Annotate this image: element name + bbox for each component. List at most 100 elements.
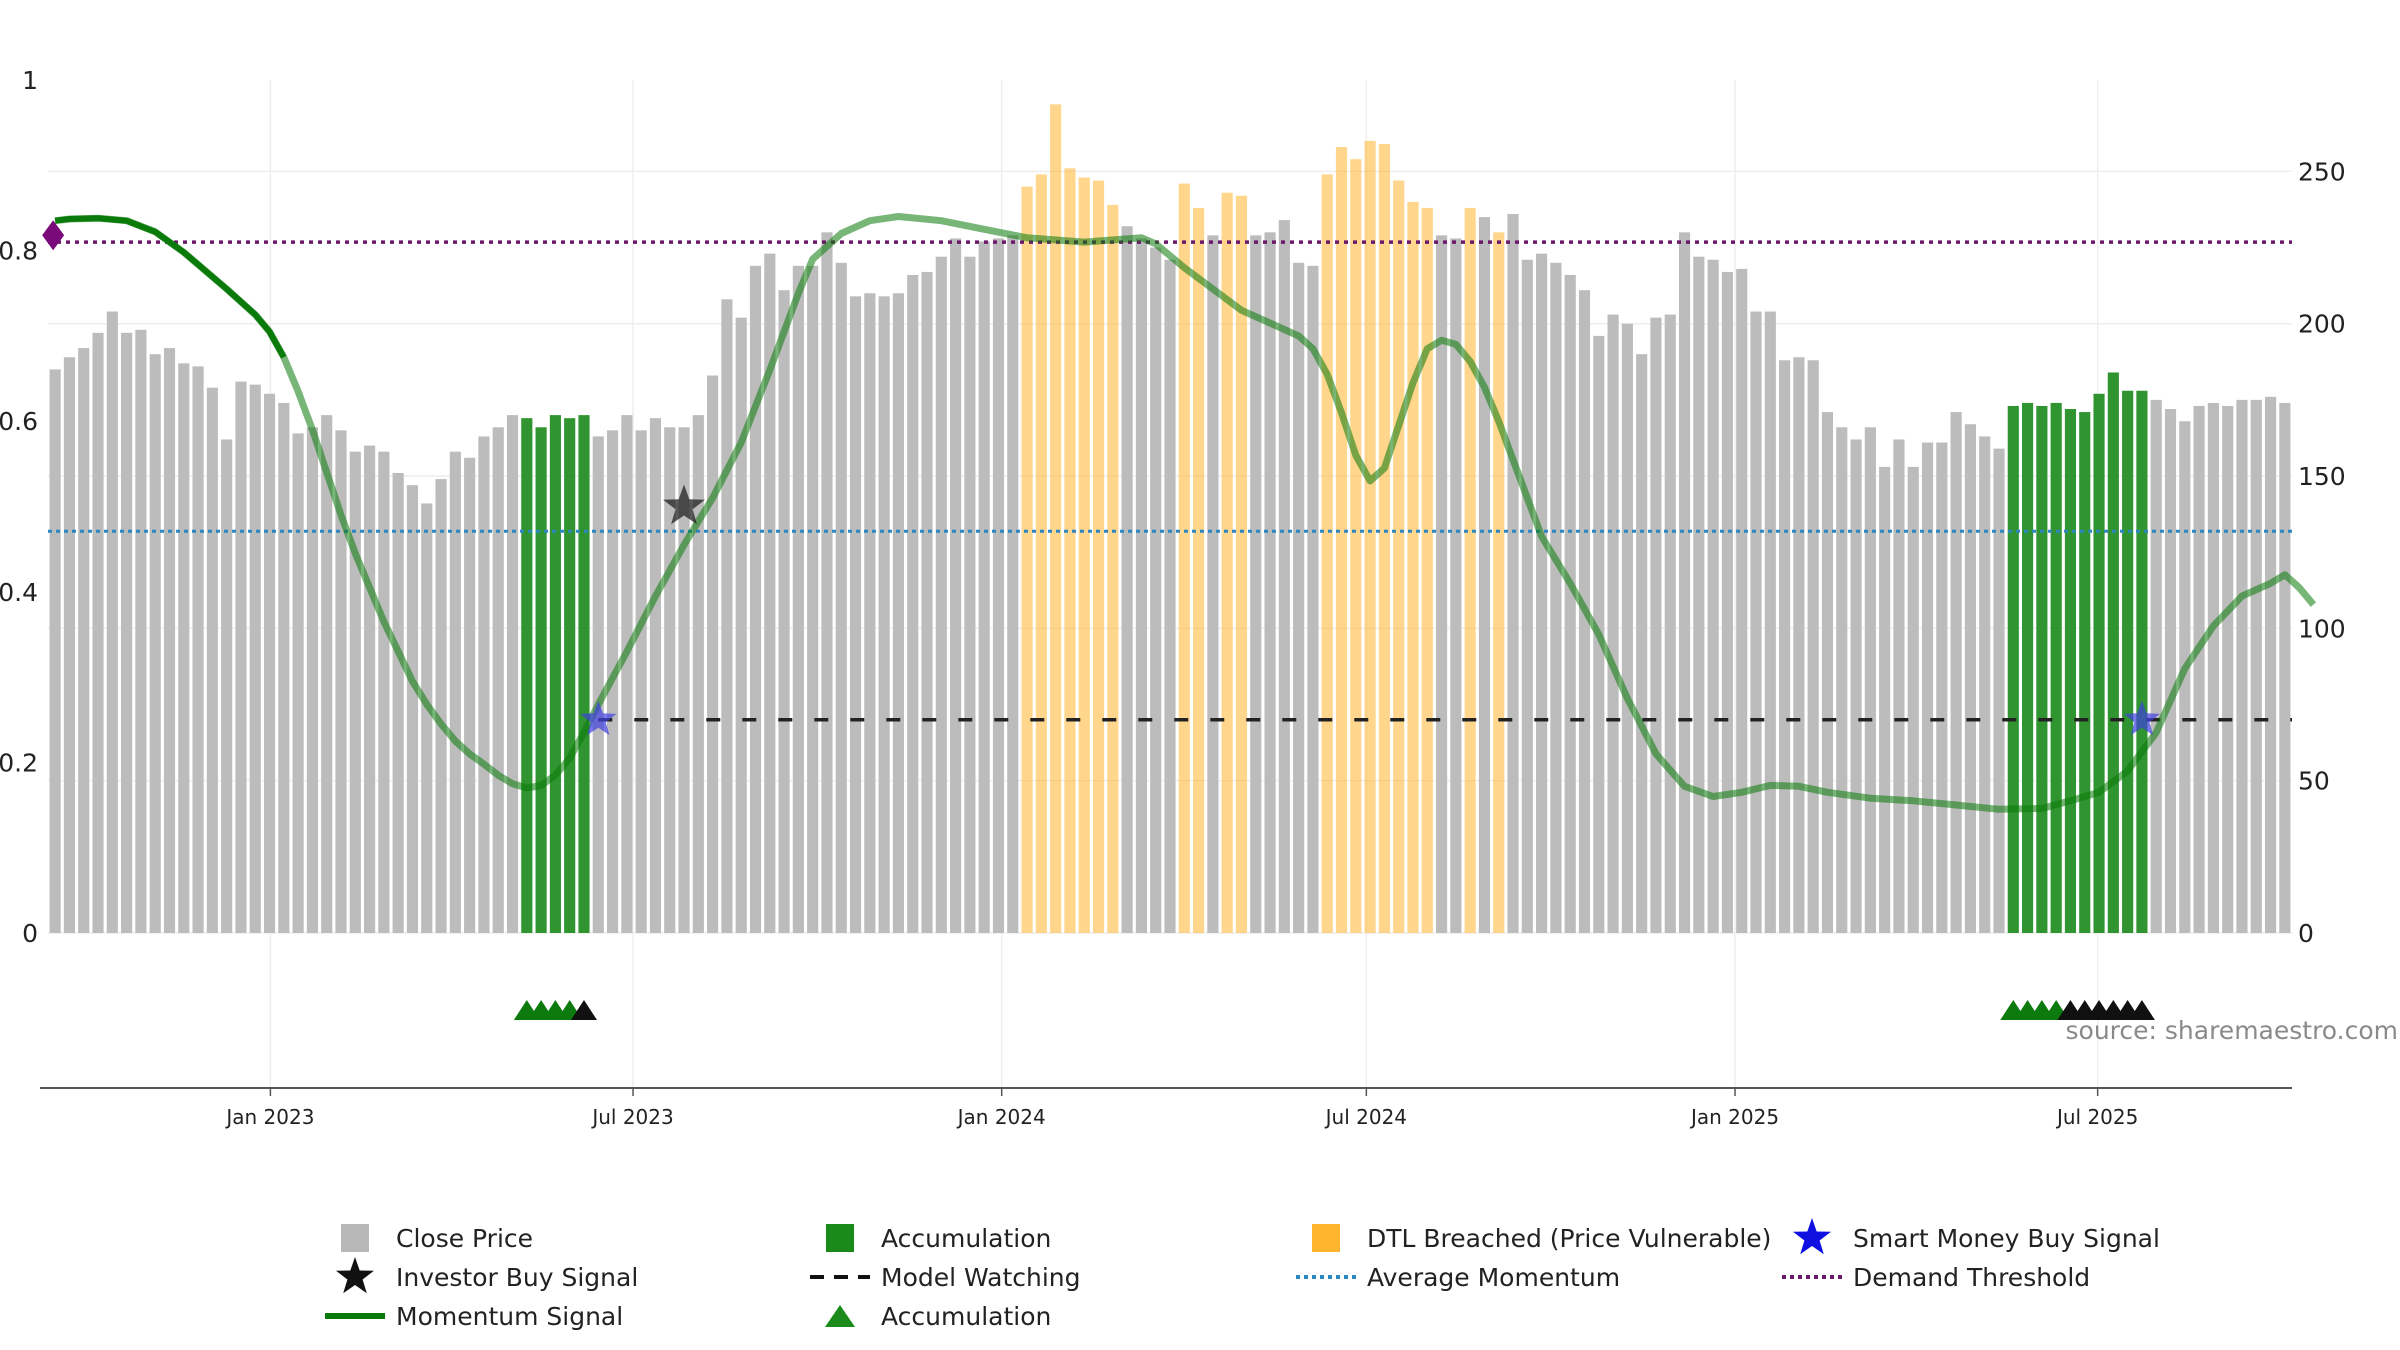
left-axis-tick: 1 xyxy=(22,66,38,95)
legend-label: Average Momentum xyxy=(1367,1263,1620,1292)
legend-square-swatch xyxy=(1312,1224,1340,1252)
dtl-breached-bar xyxy=(1221,192,1233,934)
dtl-breached-bar xyxy=(1193,207,1205,933)
close-price-bar xyxy=(764,253,776,933)
accumulation-bar xyxy=(2136,390,2148,933)
close-price-bar xyxy=(635,430,647,933)
close-price-bar xyxy=(2207,402,2219,934)
close-price-bar xyxy=(1836,427,1848,933)
close-price-bar xyxy=(1607,314,1619,933)
left-axis-tick: 0.2 xyxy=(0,748,38,777)
right-axis-tick: 0 xyxy=(2298,919,2314,948)
close-price-bar xyxy=(292,433,304,933)
close-price-bar xyxy=(1536,253,1548,933)
legend-label: Accumulation xyxy=(881,1302,1051,1331)
close-price-bar xyxy=(1450,238,1462,933)
signal-strip xyxy=(513,1000,2155,1020)
legend-label: Accumulation xyxy=(881,1224,1051,1253)
close-price-bar xyxy=(1664,314,1676,933)
close-price-bar xyxy=(1950,412,1962,934)
x-axis-tick-label: Jul 2024 xyxy=(1324,1105,1407,1129)
close-price-bar xyxy=(1135,238,1147,933)
legend-label: Momentum Signal xyxy=(396,1302,623,1331)
close-price-bar xyxy=(749,265,762,933)
close-price-bar xyxy=(878,296,890,934)
legend-item: DTL Breached (Price Vulnerable) xyxy=(1312,1224,1771,1253)
dtl-breached-bar xyxy=(1464,207,1476,933)
close-price-bar xyxy=(592,436,604,933)
close-price-bar xyxy=(464,457,476,933)
watch-triangle xyxy=(2128,1000,2155,1020)
close-price-bar xyxy=(892,293,905,933)
close-price-bar xyxy=(1921,442,1934,933)
legend-item: Model Watching xyxy=(810,1263,1081,1292)
legend-item: Demand Threshold xyxy=(1782,1263,2090,1292)
close-price-bar xyxy=(1293,262,1305,933)
close-price-bar xyxy=(349,451,361,933)
right-axis-tick: 150 xyxy=(2298,462,2346,491)
close-price-bar xyxy=(192,366,204,934)
close-price-bar xyxy=(2164,409,2177,933)
dtl-breached-bar xyxy=(1421,207,1433,933)
close-price-bar xyxy=(664,427,676,933)
dtl-breached-bar xyxy=(1335,147,1348,933)
x-axis-tick-label: Jan 2025 xyxy=(1689,1105,1779,1129)
x-axis-tick-label: Jan 2024 xyxy=(956,1105,1046,1129)
close-price-bar xyxy=(221,439,233,933)
close-price-bar xyxy=(1650,317,1662,933)
source-label: source: sharemaestro.com xyxy=(2066,1016,2399,1045)
close-price-bar xyxy=(735,317,747,933)
close-price-bar xyxy=(792,265,804,933)
close-price-bar xyxy=(1850,439,1862,933)
close-price-bar xyxy=(1550,262,1562,933)
close-price-bar xyxy=(921,271,933,933)
legend-star-swatch xyxy=(1793,1218,1831,1255)
watch-triangle xyxy=(570,1000,597,1020)
close-price-bar xyxy=(92,332,104,933)
left-axis-tick: 0.8 xyxy=(0,237,38,266)
legend-item: Smart Money Buy Signal xyxy=(1793,1218,2160,1255)
close-price-bar xyxy=(1250,235,1262,933)
dtl-breached-bar xyxy=(1107,204,1119,933)
indicator-lines xyxy=(48,213,2317,813)
left-axis-tick: 0.6 xyxy=(0,407,38,436)
close-price-bar xyxy=(2279,402,2291,934)
legend-triangle-swatch xyxy=(825,1305,855,1327)
left-axis-tick: 0.4 xyxy=(0,578,38,607)
right-axis-tick: 50 xyxy=(2298,767,2330,796)
accumulation-bar xyxy=(535,427,547,933)
close-price-bar xyxy=(1521,259,1533,934)
close-price-bar xyxy=(1678,232,1691,934)
close-price-bar xyxy=(1964,424,1976,933)
close-price-bar xyxy=(263,393,276,934)
close-price-bar xyxy=(335,430,347,933)
close-price-bar xyxy=(1564,274,1576,933)
dtl-breached-bar xyxy=(1493,232,1505,934)
dtl-breached-bar xyxy=(1178,183,1190,934)
close-price-bar xyxy=(864,293,876,933)
close-price-bar xyxy=(1264,232,1276,934)
close-price-bar xyxy=(306,427,318,933)
close-price-bar xyxy=(421,503,433,933)
close-price-bar xyxy=(392,472,404,933)
close-price-bar xyxy=(1007,235,1019,933)
close-price-bar xyxy=(1750,311,1762,933)
close-price-bar xyxy=(1793,357,1805,934)
close-price-bar xyxy=(1736,268,1748,934)
close-price-bar xyxy=(78,348,90,934)
close-price-bar xyxy=(1278,220,1290,933)
close-price-bar xyxy=(1150,247,1162,933)
close-price-bar xyxy=(1764,311,1776,933)
close-price-bar xyxy=(449,451,461,933)
legend-item: Accumulation xyxy=(826,1224,1051,1253)
close-price-bar xyxy=(1821,412,1834,934)
dtl-breached-bar xyxy=(1092,180,1105,933)
right-axis-tick: 250 xyxy=(2298,157,2346,186)
close-price-bar xyxy=(2250,399,2262,933)
accumulation-bar xyxy=(2050,402,2062,934)
close-price-bar xyxy=(135,329,147,933)
legend-item: Momentum Signal xyxy=(325,1302,623,1331)
close-price-bar xyxy=(63,357,76,934)
accumulation-bar xyxy=(549,415,561,933)
close-price-bar xyxy=(1478,217,1491,933)
